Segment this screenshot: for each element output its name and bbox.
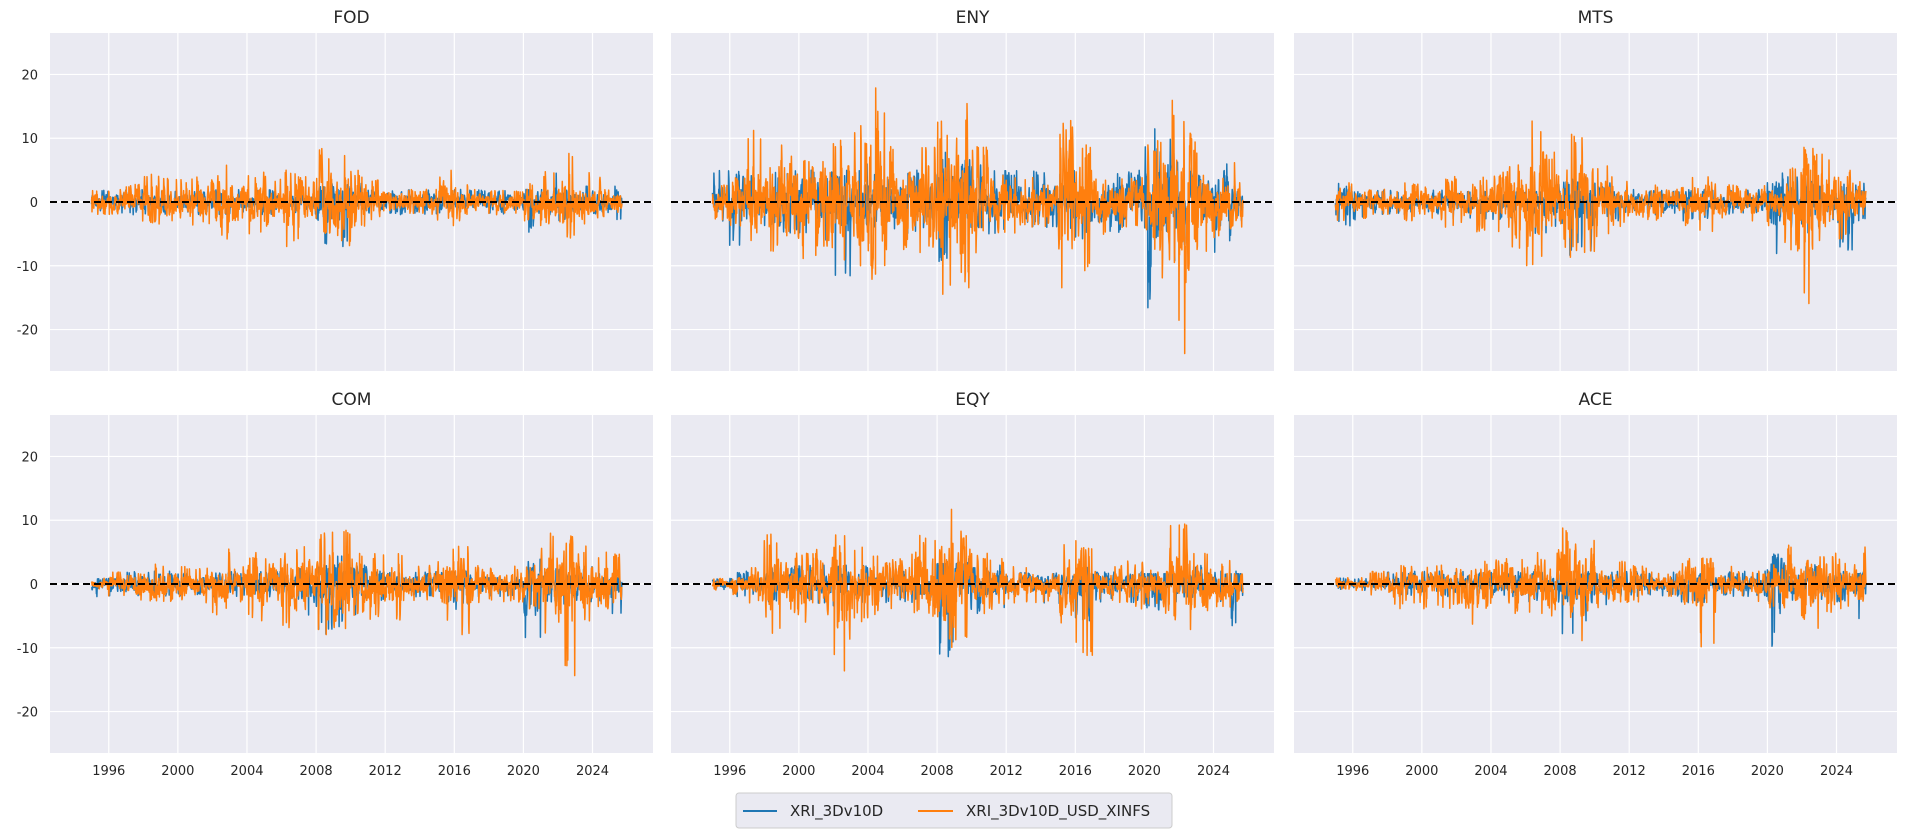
legend-box bbox=[735, 792, 1173, 829]
panel-fod: -20 -10 0 10 20 FOD bbox=[17, 8, 653, 371]
panel-mts: MTS bbox=[1294, 8, 1897, 371]
y-tick-label: 0 bbox=[30, 578, 38, 593]
x-tick-label: 2020 bbox=[1128, 764, 1161, 779]
x-tick-label: 2024 bbox=[576, 764, 609, 779]
legend-label-2: XRI_3Dv10D_USD_XINFS bbox=[966, 802, 1150, 821]
series-line-xri-3dv10d-usd-xinfs bbox=[90, 147, 623, 248]
panel-com: -20 -10 0 10 20 1996 2000 2004 2008 2012 2016 2020 2… bbox=[17, 390, 653, 779]
series-line-xri-3dv10d-usd-xinfs bbox=[1334, 120, 1867, 305]
y-tick-label: 10 bbox=[21, 514, 38, 529]
x-tick-label: 2024 bbox=[1197, 764, 1230, 779]
x-tick-label: 2004 bbox=[230, 764, 263, 779]
x-tick-label: 2020 bbox=[507, 764, 540, 779]
panel-eqy: 1996 2000 2004 2008 2012 2016 2020 2024 EQY bbox=[671, 390, 1274, 779]
panel-title: ACE bbox=[1579, 390, 1613, 410]
panel-title: COM bbox=[332, 390, 372, 410]
legend: XRI_3Dv10D XRI_3Dv10D_USD_XINFS bbox=[735, 792, 1173, 829]
legend-label-1: XRI_3Dv10D bbox=[790, 802, 883, 821]
y-tick-label: 20 bbox=[21, 450, 38, 465]
series-line-xri-3dv10d-usd-xinfs bbox=[90, 529, 623, 677]
y-tick-label: 10 bbox=[21, 132, 38, 147]
panel-eny: ENY bbox=[671, 8, 1274, 371]
x-tick-label: 2008 bbox=[921, 764, 954, 779]
x-tick-label: 1996 bbox=[713, 764, 746, 779]
y-tick-label: 0 bbox=[30, 196, 38, 211]
x-tick-label: 2016 bbox=[1682, 764, 1715, 779]
x-tick-label: 2008 bbox=[300, 764, 333, 779]
x-tick-label: 2008 bbox=[1544, 764, 1577, 779]
x-tick-label: 2012 bbox=[990, 764, 1023, 779]
x-tick-label: 2000 bbox=[1405, 764, 1438, 779]
x-tick-label: 2024 bbox=[1820, 764, 1853, 779]
x-tick-label: 2016 bbox=[438, 764, 471, 779]
x-tick-label: 2012 bbox=[369, 764, 402, 779]
x-tick-label: 2000 bbox=[782, 764, 815, 779]
panel-title: MTS bbox=[1578, 8, 1614, 28]
x-tick-label: 2004 bbox=[851, 764, 884, 779]
panel-title: FOD bbox=[333, 8, 369, 28]
x-tick-label: 2020 bbox=[1751, 764, 1784, 779]
y-tick-label: -10 bbox=[17, 642, 38, 657]
y-tick-label: -10 bbox=[17, 260, 38, 275]
panel-ace: 1996 2000 2004 2008 2012 2016 2020 2024 ACE bbox=[1294, 390, 1897, 779]
x-tick-label: 1996 bbox=[92, 764, 125, 779]
series-line-xri-3dv10d-usd-xinfs bbox=[1334, 527, 1867, 648]
x-tick-label: 2012 bbox=[1613, 764, 1646, 779]
series-line-xri-3dv10d-usd-xinfs bbox=[711, 508, 1244, 672]
series-line-xri-3dv10d-usd-xinfs bbox=[711, 87, 1244, 355]
y-tick-label: 20 bbox=[21, 68, 38, 83]
x-tick-label: 2016 bbox=[1059, 764, 1092, 779]
x-tick-label: 2004 bbox=[1474, 764, 1507, 779]
y-tick-label: -20 bbox=[17, 706, 38, 721]
panel-title: ENY bbox=[956, 8, 990, 28]
x-tick-label: 1996 bbox=[1336, 764, 1369, 779]
y-tick-label: -20 bbox=[17, 324, 38, 339]
x-tick-label: 2000 bbox=[161, 764, 194, 779]
panel-title: EQY bbox=[955, 390, 990, 410]
